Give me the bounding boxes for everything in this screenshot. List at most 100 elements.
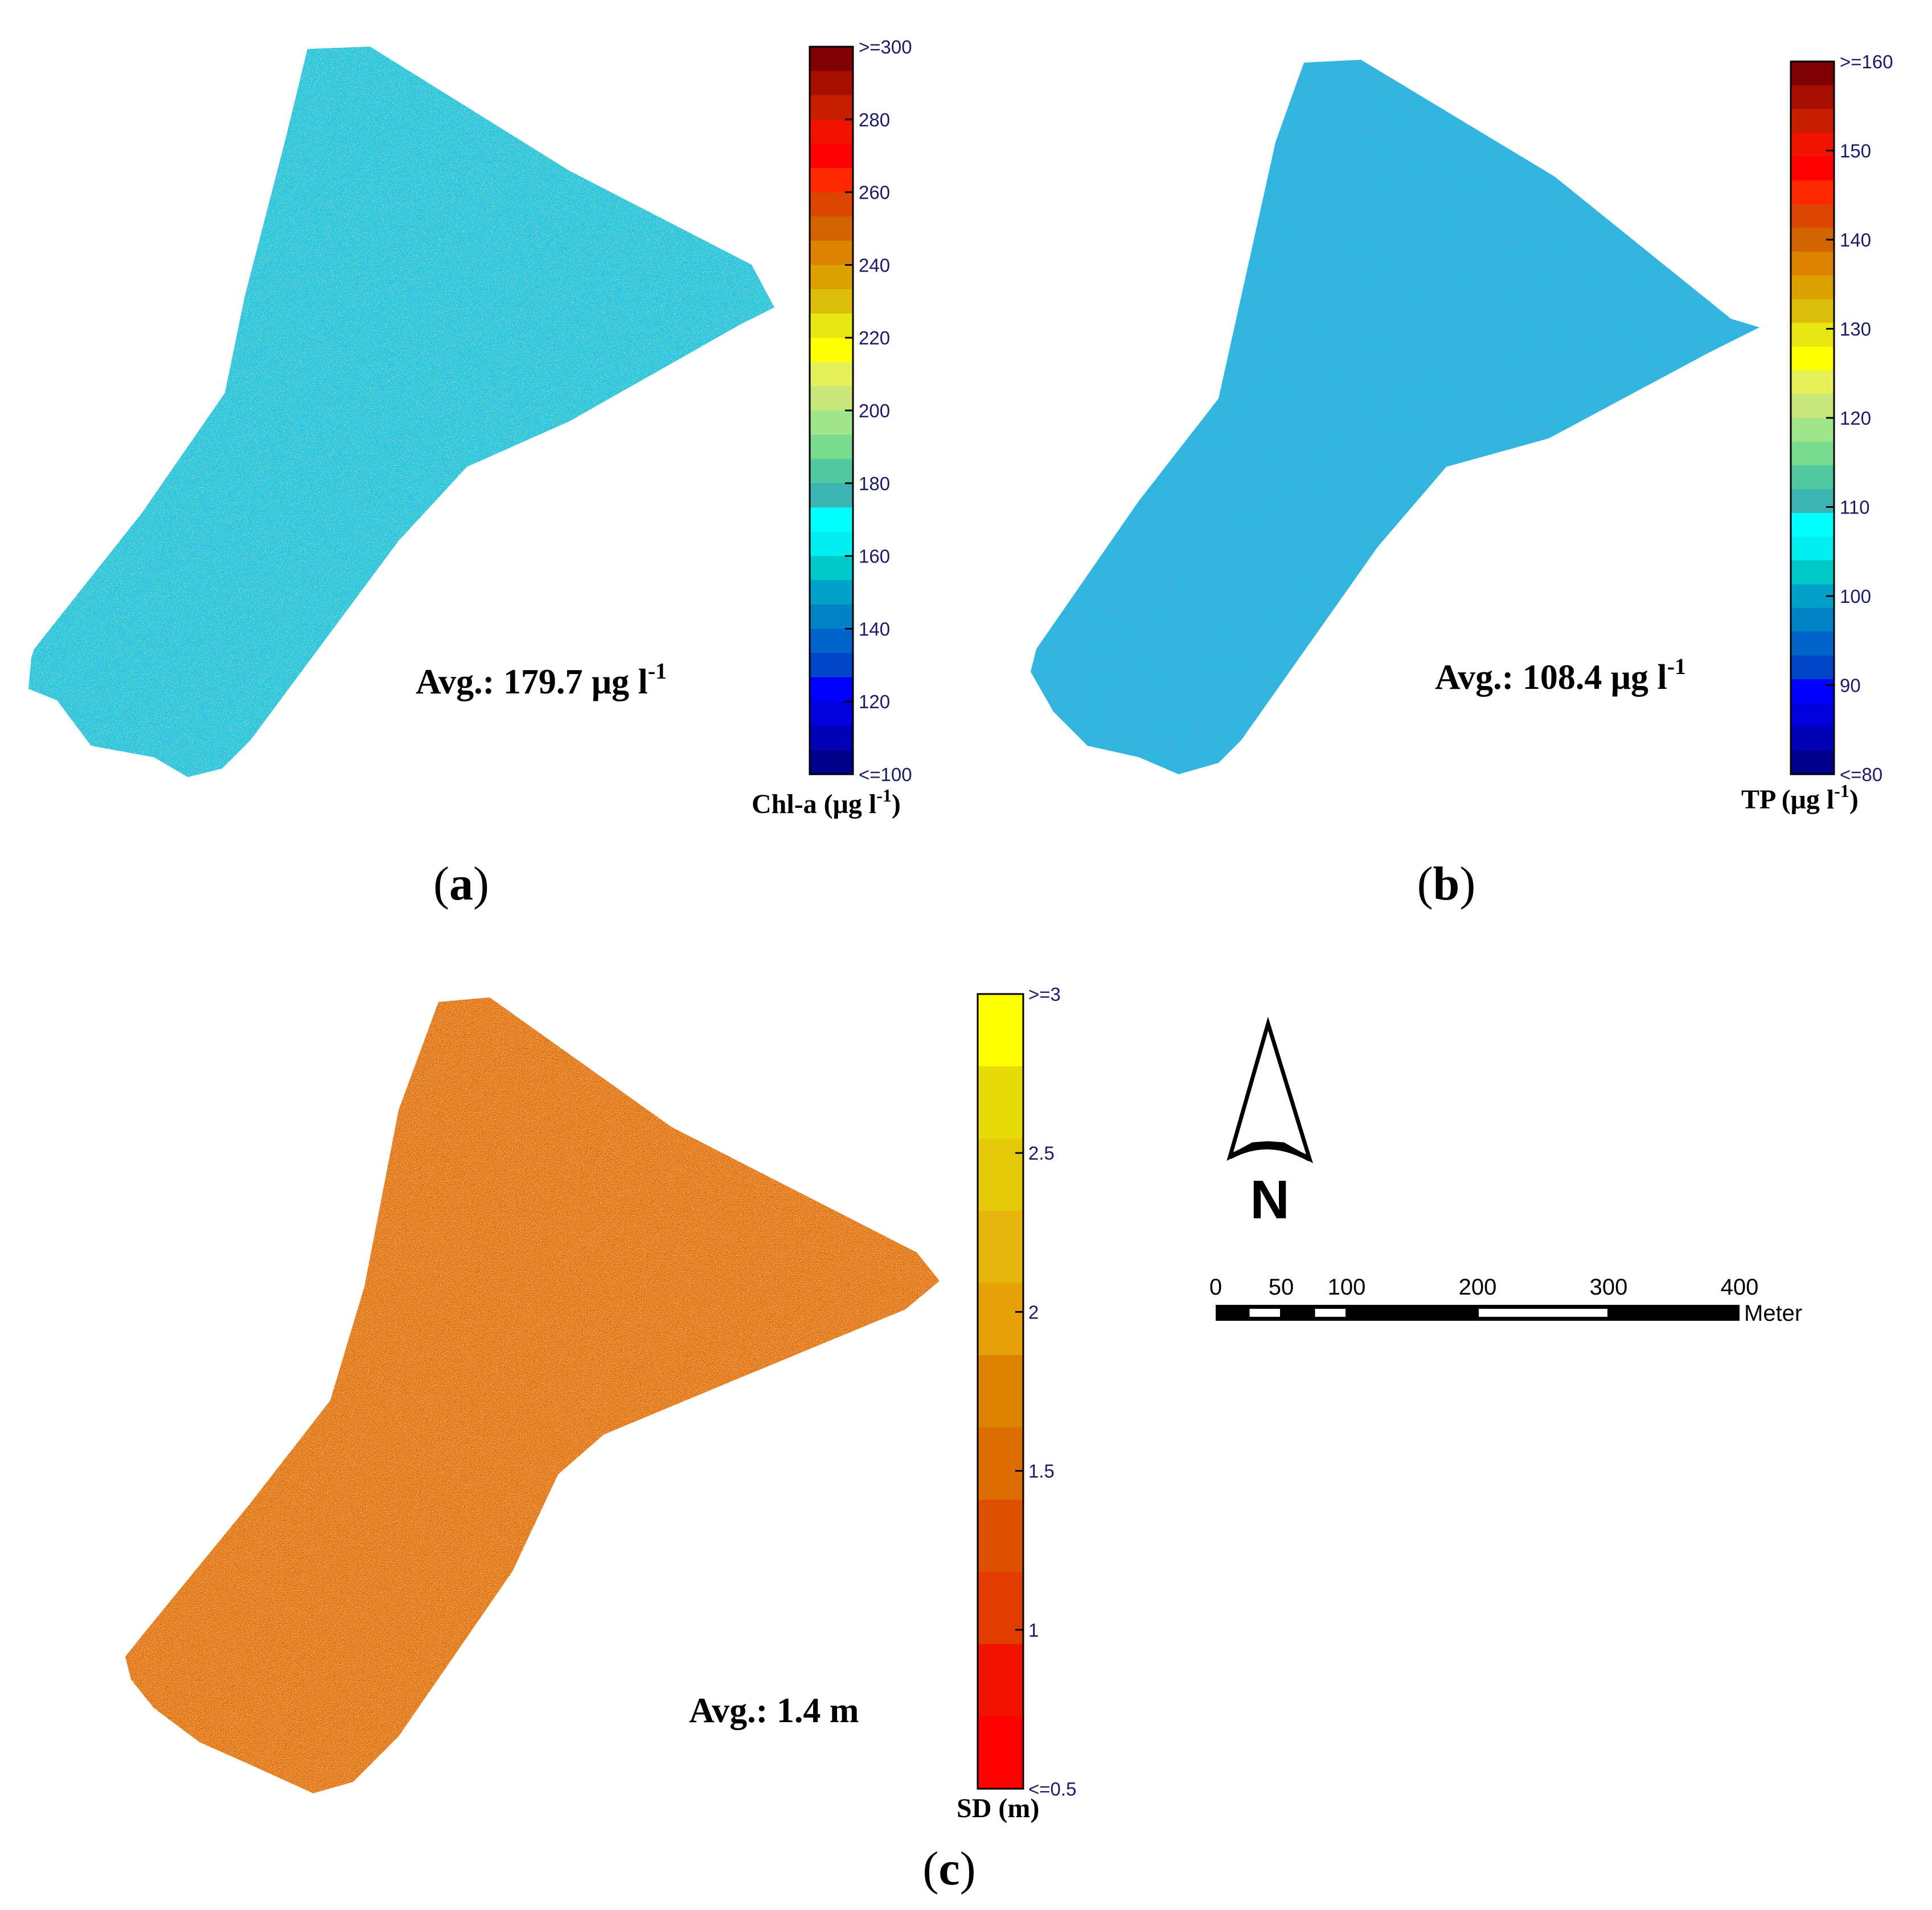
north-arrow-icon: N bbox=[1227, 1016, 1313, 1230]
avg-label-b: Avg.: 108.4 μg l-1 bbox=[1435, 654, 1686, 697]
colorbar-swatch bbox=[978, 1283, 1023, 1356]
colorbar-swatch bbox=[1791, 655, 1834, 680]
colorbar-tick-label: 160 bbox=[859, 546, 890, 567]
colorbar-swatch bbox=[1791, 536, 1834, 561]
colorbar-tick-label: 200 bbox=[859, 400, 890, 421]
panel-label-b: (b) bbox=[1417, 857, 1476, 910]
colorbar-swatch bbox=[1791, 61, 1834, 86]
colorbar-swatch bbox=[978, 1210, 1023, 1284]
colorbar-tick-label: 1 bbox=[1028, 1620, 1039, 1641]
colorbar-tick-label: 150 bbox=[1840, 141, 1871, 162]
scale-bar-tick-label: 300 bbox=[1590, 1275, 1628, 1300]
colorbar-swatch bbox=[1791, 370, 1834, 395]
colorbar-tick-label: 240 bbox=[859, 254, 890, 276]
colorbar-swatch bbox=[810, 604, 853, 629]
colorbar-tick-label: 2 bbox=[1028, 1301, 1039, 1322]
colorbar-tick-label: 100 bbox=[1840, 586, 1871, 607]
colorbar-swatch bbox=[810, 71, 853, 96]
colorbar-swatch bbox=[810, 95, 853, 120]
colorbar-swatch bbox=[1791, 109, 1834, 133]
colorbar-tick-label: 110 bbox=[1840, 497, 1870, 518]
colorbar-tick-label: <=0.5 bbox=[1028, 1778, 1076, 1800]
colorbar-swatch bbox=[1791, 465, 1834, 490]
colorbar-swatch bbox=[978, 1427, 1023, 1500]
colorbar-tick-label: 140 bbox=[859, 618, 890, 639]
panel-c-map bbox=[125, 997, 940, 1793]
colorbar-tick-label: 140 bbox=[1840, 229, 1871, 250]
colorbar-swatch bbox=[810, 653, 853, 678]
colorbar-swatch bbox=[810, 192, 853, 217]
colorbar-swatch bbox=[810, 725, 853, 750]
north-letter: N bbox=[1250, 1169, 1289, 1230]
panel-label-a: (a) bbox=[433, 857, 489, 910]
panel-a-map bbox=[28, 47, 774, 777]
colorbar-swatch bbox=[1791, 560, 1834, 585]
colorbar-swatch bbox=[1791, 441, 1834, 466]
avg-label-a: Avg.: 179.7 μg l-1 bbox=[416, 658, 667, 701]
colorbar-swatch bbox=[810, 362, 853, 387]
colorbar-swatch bbox=[978, 1572, 1023, 1645]
scale-bar-segment-inner bbox=[1315, 1309, 1346, 1317]
colorbar-swatch bbox=[1791, 85, 1834, 110]
colorbar-swatch bbox=[810, 143, 853, 169]
colorbar-swatch bbox=[810, 556, 853, 581]
colorbar-tick-label: 130 bbox=[1840, 319, 1871, 340]
colorbar-swatch bbox=[810, 386, 853, 411]
avg-label-c: Avg.: 1.4 m bbox=[689, 1691, 859, 1730]
colorbar-swatch bbox=[1791, 679, 1834, 704]
scale-bar-tick-label: 400 bbox=[1721, 1275, 1759, 1300]
colorbar-tick-label: >=3 bbox=[1028, 984, 1061, 1005]
colorbar-frame bbox=[977, 993, 1024, 1790]
colorbar-swatch bbox=[1791, 180, 1834, 204]
colorbar-swatch bbox=[810, 313, 853, 338]
colorbar-swatch bbox=[810, 459, 853, 484]
colorbar-swatch bbox=[810, 532, 853, 557]
colorbar-tick-label: <=80 bbox=[1840, 764, 1882, 785]
colorbar-swatch bbox=[810, 483, 853, 508]
colorbar-tick-label: 120 bbox=[859, 691, 890, 712]
colorbar-swatch bbox=[810, 629, 853, 654]
colorbar-swatch bbox=[810, 216, 853, 241]
scale-bar-tick-label: 50 bbox=[1269, 1275, 1294, 1300]
scale-bar-segment-inner bbox=[1249, 1309, 1280, 1317]
scale-bar-tick-label: 0 bbox=[1209, 1275, 1222, 1300]
colorbar-swatch bbox=[978, 1500, 1023, 1572]
colorbar-tick-label: 260 bbox=[859, 182, 890, 203]
colorbar-swatch bbox=[810, 289, 853, 314]
colorbar-swatch bbox=[978, 1644, 1023, 1717]
colorbar-swatch bbox=[1791, 418, 1834, 442]
colorbar-c: >=3 2.5 2 1.5 1 <=0.5 bbox=[977, 984, 1076, 1800]
panel-label-c: (c) bbox=[922, 1842, 975, 1895]
colorbar-swatch bbox=[1791, 204, 1834, 228]
colorbar-tick-label: 220 bbox=[859, 327, 890, 348]
colorbar-swatch bbox=[810, 265, 853, 290]
colorbar-swatch bbox=[978, 1138, 1023, 1211]
colorbar-swatch bbox=[1791, 156, 1834, 181]
scale-bar-segment-inner bbox=[1479, 1309, 1607, 1317]
colorbar-swatch bbox=[810, 701, 853, 726]
colorbar-tick-label: 1.5 bbox=[1028, 1461, 1055, 1482]
colorbar-b-title: TP (μg l-1) bbox=[1741, 781, 1859, 815]
colorbar-swatch bbox=[1791, 512, 1834, 537]
colorbar-b: >=160 150 140 130 120 110 100 90 <=80 bbox=[1790, 51, 1893, 785]
scale-bar-segment bbox=[1347, 1305, 1478, 1321]
colorbar-swatch bbox=[810, 677, 853, 702]
colorbar-swatch bbox=[1791, 251, 1834, 276]
colorbar-swatch bbox=[1791, 133, 1834, 157]
colorbar-c-title: SD (m) bbox=[957, 1793, 1039, 1823]
colorbar-swatch bbox=[810, 47, 853, 72]
colorbar-tick-label: 120 bbox=[1840, 408, 1871, 429]
colorbar-swatch bbox=[810, 168, 853, 193]
colorbar-swatch bbox=[1791, 299, 1834, 323]
colorbar-tick-label: 2.5 bbox=[1028, 1143, 1055, 1164]
colorbar-swatch bbox=[1791, 726, 1834, 751]
scale-bar-tick-label: 100 bbox=[1328, 1275, 1366, 1300]
colorbar-swatch bbox=[1791, 394, 1834, 418]
colorbar-swatch bbox=[1791, 275, 1834, 299]
colorbar-swatch bbox=[1791, 631, 1834, 656]
colorbar-swatch bbox=[978, 1066, 1023, 1139]
colorbar-tick-label: 280 bbox=[859, 109, 890, 130]
colorbar-a-title: Chl-a (μg l-1) bbox=[752, 785, 901, 819]
colorbar-swatch bbox=[810, 338, 853, 363]
